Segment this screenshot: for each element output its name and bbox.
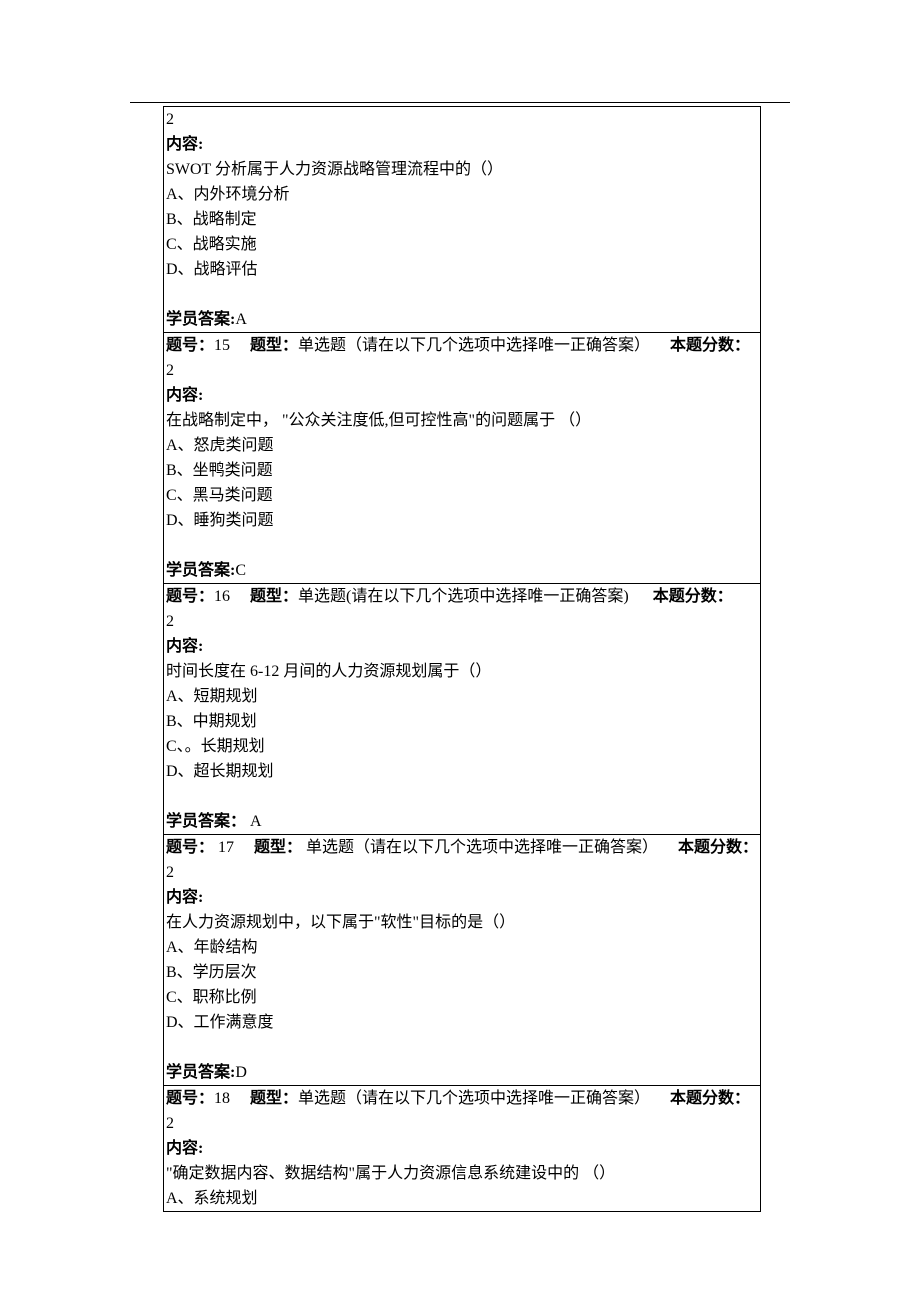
answer-value: A xyxy=(235,311,247,328)
answer-line: 学员答案： A xyxy=(166,809,758,834)
question-meta: 题号：18 题型：单选题（请在以下几个选项中选择唯一正确答案） 本题分数： xyxy=(166,1086,758,1111)
score-label: 本题分数： xyxy=(653,588,733,605)
answer-line: 学员答案:C xyxy=(166,558,758,583)
qtype-label: 题型： xyxy=(250,337,298,354)
score-wrap-line: 2 xyxy=(166,609,758,634)
qno-value: 18 xyxy=(214,1090,230,1107)
option-c: C、。长期规划 xyxy=(166,734,758,759)
option-d: D、超长期规划 xyxy=(166,759,758,784)
option-d: D、睡狗类问题 xyxy=(166,508,758,533)
answer-value: A xyxy=(250,813,262,830)
question-stem: "确定数据内容、数据结构"属于人力资源信息系统建设中的 （） xyxy=(166,1161,758,1186)
content-label: 内容: xyxy=(166,1136,758,1161)
content-label: 内容: xyxy=(166,634,758,659)
score-label: 本题分数： xyxy=(678,839,758,856)
content-label: 内容: xyxy=(166,885,758,910)
question-meta: 题号：16 题型：单选题(请在以下几个选项中选择唯一正确答案) 本题分数： xyxy=(166,584,758,609)
option-a: A、系统规划 xyxy=(166,1186,758,1211)
question-meta: 题号：15 题型：单选题（请在以下几个选项中选择唯一正确答案） 本题分数： xyxy=(166,333,758,358)
content-label: 内容: xyxy=(166,132,758,157)
content-label: 内容: xyxy=(166,383,758,408)
score-value: 2 xyxy=(166,864,174,881)
qtype-label: 题型： xyxy=(250,1090,298,1107)
qtype-label: 题型： xyxy=(250,588,298,605)
question-cell: 题号：15 题型：单选题（请在以下几个选项中选择唯一正确答案） 本题分数： 2 … xyxy=(164,333,761,584)
blank-line xyxy=(166,784,758,809)
answer-label: 学员答案: xyxy=(166,311,235,328)
answer-value: D xyxy=(235,1064,247,1081)
qno-label: 题号： xyxy=(166,839,214,856)
qno-label: 题号： xyxy=(166,588,214,605)
header-rule xyxy=(130,102,790,103)
score-label: 本题分数： xyxy=(670,1090,750,1107)
qno-value: 16 xyxy=(214,588,230,605)
option-b: B、战略制定 xyxy=(166,207,758,232)
option-d: D、工作满意度 xyxy=(166,1010,758,1035)
option-b: B、坐鸭类问题 xyxy=(166,458,758,483)
qtype-value: 单选题（请在以下几个选项中选择唯一正确答案） xyxy=(298,1090,650,1107)
question-meta: 题号： 17 题型： 单选题（请在以下几个选项中选择唯一正确答案） 本题分数： 2 xyxy=(166,835,758,885)
option-a: A、短期规划 xyxy=(166,684,758,709)
qno-value: 15 xyxy=(214,337,230,354)
question-cell: 题号： 17 题型： 单选题（请在以下几个选项中选择唯一正确答案） 本题分数： 2… xyxy=(164,835,761,1086)
qtype-value: 单选题(请在以下几个选项中选择唯一正确答案) xyxy=(298,588,629,605)
qno-value: 17 xyxy=(218,839,234,856)
qno-label: 题号： xyxy=(166,1090,214,1107)
answer-line: 学员答案:D xyxy=(166,1060,758,1085)
question-cell: 题号：18 题型：单选题（请在以下几个选项中选择唯一正确答案） 本题分数： 2 … xyxy=(164,1086,761,1212)
question-stem: 在人力资源规划中，以下属于"软性"目标的是（） xyxy=(166,910,758,935)
qtype-value: 单选题（请在以下几个选项中选择唯一正确答案） xyxy=(306,839,658,856)
question-cell: 2 内容: SWOT 分析属于人力资源战略管理流程中的（） A、内外环境分析 B… xyxy=(164,107,761,333)
option-c: C、战略实施 xyxy=(166,232,758,257)
answer-label: 学员答案： xyxy=(166,813,246,830)
question-stem: SWOT 分析属于人力资源战略管理流程中的（） xyxy=(166,157,758,182)
blank-line xyxy=(166,533,758,558)
answer-label: 学员答案: xyxy=(166,1064,235,1081)
option-a: A、年龄结构 xyxy=(166,935,758,960)
qtype-value: 单选题（请在以下几个选项中选择唯一正确答案） xyxy=(298,337,650,354)
score-label: 本题分数： xyxy=(670,337,750,354)
answer-line: 学员答案:A xyxy=(166,307,758,332)
answer-label: 学员答案: xyxy=(166,562,235,579)
option-c: C、职称比例 xyxy=(166,985,758,1010)
option-d: D、战略评估 xyxy=(166,257,758,282)
score-wrap-line: 2 xyxy=(166,358,758,383)
answer-value: C xyxy=(235,562,246,579)
option-b: B、学历层次 xyxy=(166,960,758,985)
option-a: A、怒虎类问题 xyxy=(166,433,758,458)
qtype-label: 题型： xyxy=(254,839,302,856)
exam-table: 2 内容: SWOT 分析属于人力资源战略管理流程中的（） A、内外环境分析 B… xyxy=(163,106,761,1212)
qno-label: 题号： xyxy=(166,337,214,354)
question-stem: 时间长度在 6-12 月间的人力资源规划属于（） xyxy=(166,659,758,684)
option-a: A、内外环境分析 xyxy=(166,182,758,207)
blank-line xyxy=(166,1035,758,1060)
score-wrap-line: 2 xyxy=(166,107,758,132)
score-wrap-line: 2 xyxy=(166,1111,758,1136)
option-c: C、黑马类问题 xyxy=(166,483,758,508)
blank-line xyxy=(166,282,758,307)
question-stem: 在战略制定中， "公众关注度低,但可控性高"的问题属于 （） xyxy=(166,408,758,433)
question-cell: 题号：16 题型：单选题(请在以下几个选项中选择唯一正确答案) 本题分数： 2 … xyxy=(164,584,761,835)
option-b: B、中期规划 xyxy=(166,709,758,734)
